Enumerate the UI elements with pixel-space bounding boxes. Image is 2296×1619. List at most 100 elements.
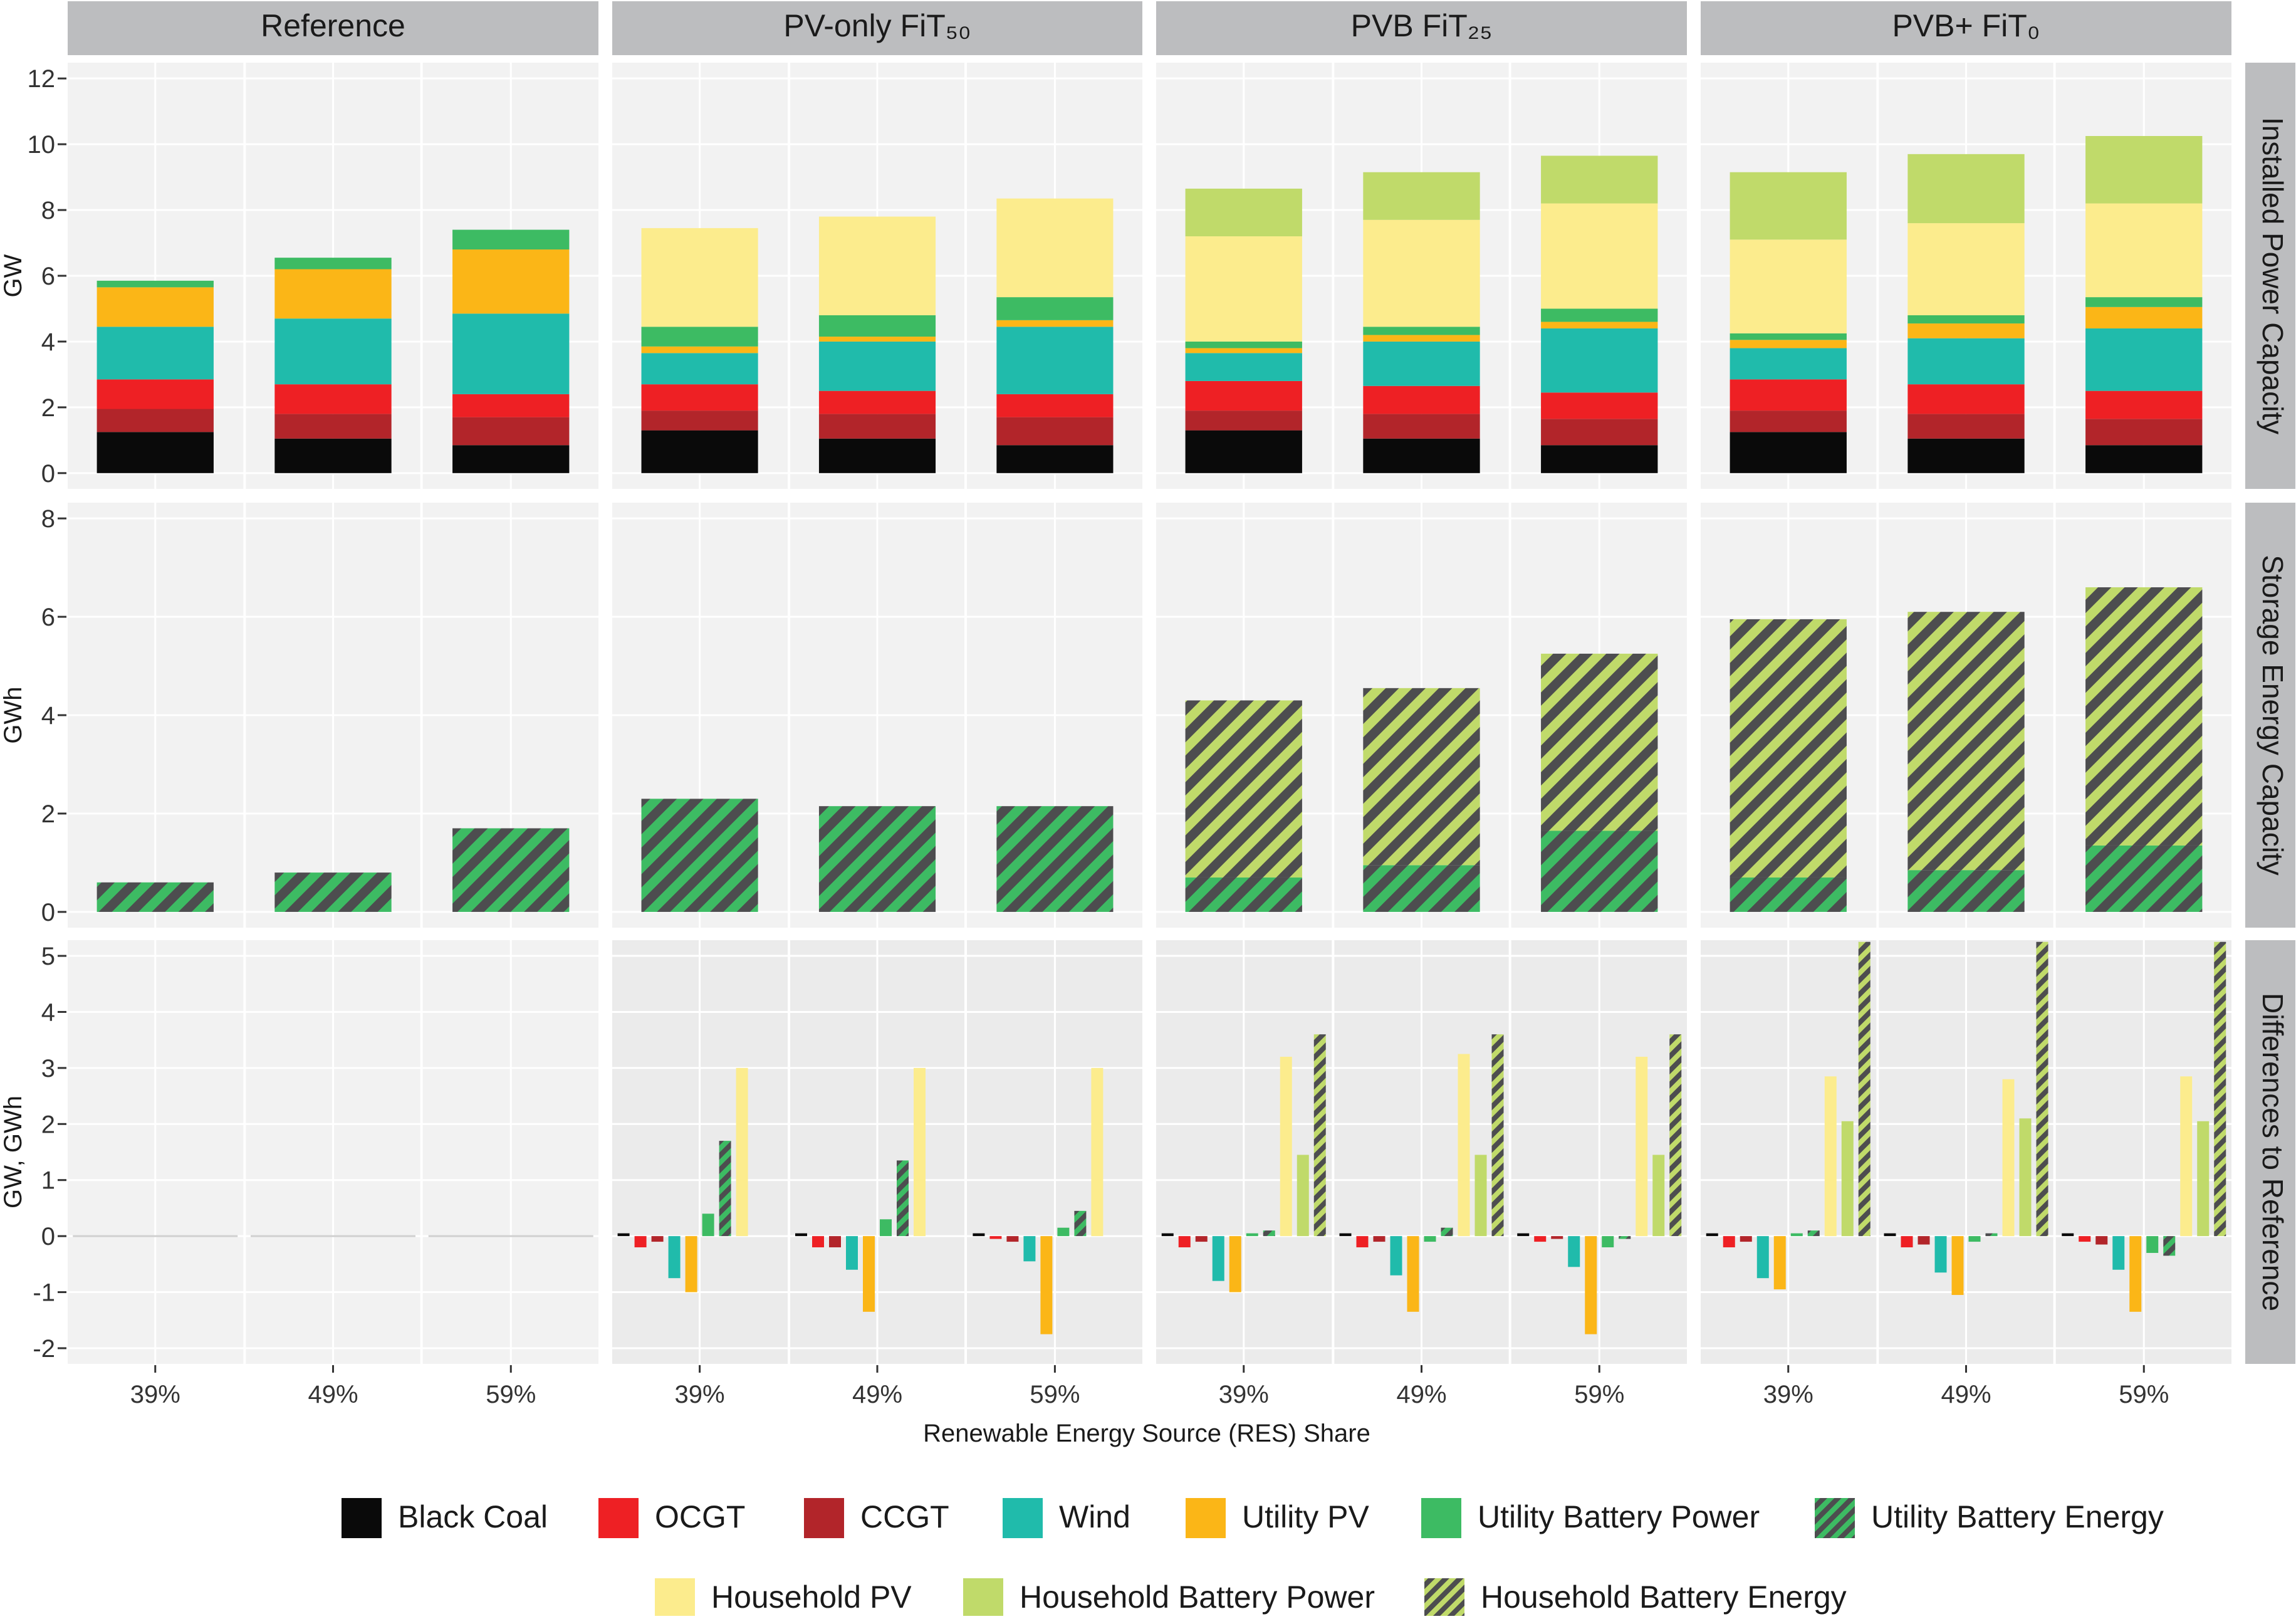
bar-black-coal-59 bbox=[2085, 445, 2203, 473]
bar-black-coal-59 bbox=[996, 445, 1114, 473]
bar-black-coal-39 bbox=[641, 430, 758, 473]
bar-ccgt-39 bbox=[641, 411, 758, 431]
bar-utility-battery-power-39 bbox=[1185, 341, 1302, 348]
legend-label: Household PV bbox=[711, 1580, 912, 1615]
bar-ccgt-49 bbox=[1907, 414, 2025, 439]
bar-ocgt-49 bbox=[1907, 384, 2025, 414]
y-tick-label: 4 bbox=[41, 702, 55, 730]
bar-household-pv-59 bbox=[1541, 203, 1658, 309]
x-tick-label: 49% bbox=[1941, 1381, 1991, 1408]
y-tick-label: 4 bbox=[41, 328, 55, 356]
bar-household-pv-59 bbox=[2085, 203, 2203, 298]
facet-strip bbox=[612, 1, 1142, 55]
diff-bar-household-pv-49 bbox=[2002, 1079, 2015, 1237]
diff-bar-utility-battery-power-49 bbox=[1424, 1236, 1436, 1242]
diff-bar-ccgt-59 bbox=[1551, 1236, 1563, 1239]
legend-label: Utility PV bbox=[1242, 1499, 1369, 1534]
diff-bar-black-coal-39 bbox=[617, 1233, 630, 1237]
diff-bar-ocgt-59 bbox=[2079, 1236, 2091, 1242]
bar-household-battery-energy-59 bbox=[1541, 653, 1658, 831]
diff-bar-household-pv-59 bbox=[2180, 1076, 2193, 1237]
x-tick-label: 39% bbox=[1219, 1381, 1269, 1408]
y-tick-label: 2 bbox=[41, 800, 55, 828]
diff-bar-utility-battery-energy-49 bbox=[897, 1160, 909, 1237]
bar-wind-39 bbox=[641, 353, 758, 385]
bar-household-pv-49 bbox=[1907, 223, 2025, 315]
bar-ccgt-39 bbox=[1730, 411, 1847, 432]
diff-bar-utility-pv-39 bbox=[1773, 1236, 1786, 1290]
bar-utility-pv-49 bbox=[818, 337, 936, 342]
bar-ocgt-59 bbox=[996, 394, 1114, 417]
diff-bar-utility-pv-59 bbox=[2129, 1236, 2142, 1312]
diff-bar-utility-pv-49 bbox=[1407, 1236, 1419, 1312]
legend-item-black-coal: Black Coal bbox=[342, 1498, 548, 1538]
diff-bar-wind-59 bbox=[1568, 1236, 1580, 1267]
diff-bar-wind-49 bbox=[1390, 1236, 1402, 1276]
bar-household-battery-power-49 bbox=[1907, 154, 2025, 224]
diff-bar-ccgt-49 bbox=[1373, 1236, 1385, 1242]
y-tick-label: -2 bbox=[33, 1335, 55, 1363]
legend-swatch bbox=[342, 1498, 382, 1538]
bar-utility-pv-49 bbox=[1907, 323, 2025, 338]
y-axis-label: GW bbox=[0, 254, 27, 297]
bar-household-battery-energy-39 bbox=[1185, 700, 1302, 878]
bar-ocgt-59 bbox=[1541, 392, 1658, 419]
diff-bar-utility-battery-energy-39 bbox=[719, 1141, 731, 1237]
bar-utility-battery-power-49 bbox=[1363, 327, 1480, 335]
diff-bar-household-battery-energy-49 bbox=[2036, 941, 2048, 1237]
bar-wind-59 bbox=[1541, 328, 1658, 393]
diff-bar-household-pv-59 bbox=[1636, 1056, 1648, 1237]
diff-bar-household-battery-power-49 bbox=[2019, 1118, 2032, 1237]
bar-wind-39 bbox=[97, 327, 214, 380]
diff-bar-utility-pv-59 bbox=[1585, 1236, 1597, 1334]
diff-bar-utility-pv-49 bbox=[1951, 1236, 1964, 1296]
diff-bar-ccgt-39 bbox=[651, 1236, 664, 1242]
bar-ccgt-49 bbox=[818, 414, 936, 439]
y-tick-label: 6 bbox=[41, 263, 55, 290]
bar-utility-battery-power-39 bbox=[1730, 333, 1847, 340]
x-tick-label: 59% bbox=[486, 1381, 536, 1408]
diff-bar-household-pv-39 bbox=[1280, 1056, 1292, 1237]
diff-bar-utility-battery-power-39 bbox=[1246, 1233, 1258, 1237]
diff-bar-black-coal-59 bbox=[1517, 1233, 1530, 1237]
facet-strip bbox=[1156, 1, 1687, 55]
diff-bar-ocgt-39 bbox=[1178, 1236, 1191, 1248]
bar-utility-battery-energy-49 bbox=[274, 872, 392, 912]
legend-swatch bbox=[963, 1578, 1003, 1618]
bar-household-pv-39 bbox=[1730, 239, 1847, 333]
legend-label: OCGT bbox=[655, 1499, 745, 1534]
bar-black-coal-59 bbox=[1541, 445, 1658, 473]
bar-wind-59 bbox=[452, 313, 570, 394]
diff-bar-ccgt-49 bbox=[829, 1236, 841, 1248]
diff-bar-utility-battery-power-49 bbox=[1968, 1236, 1981, 1242]
legend-item-utility-pv: Utility PV bbox=[1186, 1498, 1369, 1538]
x-tick-label: 49% bbox=[852, 1381, 902, 1408]
bar-black-coal-49 bbox=[1907, 438, 2025, 473]
bar-utility-pv-59 bbox=[996, 320, 1114, 327]
diff-bar-household-pv-39 bbox=[1824, 1076, 1837, 1237]
diff-bar-household-battery-energy-39 bbox=[1313, 1034, 1326, 1237]
diff-bar-utility-pv-59 bbox=[1040, 1236, 1053, 1334]
legend-swatch bbox=[1421, 1498, 1461, 1538]
bar-utility-battery-energy-59 bbox=[2085, 845, 2203, 912]
y-tick-label: -1 bbox=[33, 1279, 55, 1307]
legend-swatch bbox=[804, 1498, 844, 1538]
facet-title: PVB FiT₂₅ bbox=[1351, 8, 1493, 43]
bar-utility-pv-39 bbox=[97, 287, 214, 327]
bar-utility-pv-59 bbox=[1541, 322, 1658, 328]
bar-utility-battery-power-49 bbox=[1907, 315, 2025, 324]
bar-household-pv-49 bbox=[818, 216, 936, 315]
diff-bar-ccgt-39 bbox=[1740, 1236, 1752, 1242]
diff-bar-wind-39 bbox=[1212, 1236, 1224, 1281]
diff-bar-ocgt-39 bbox=[634, 1236, 647, 1248]
bar-household-battery-energy-59 bbox=[2085, 587, 2203, 846]
row-strip bbox=[2245, 503, 2295, 928]
bar-ccgt-39 bbox=[1185, 411, 1302, 431]
diff-bar-household-battery-energy-59 bbox=[2214, 941, 2226, 1237]
y-tick-label: 8 bbox=[41, 197, 55, 224]
bar-ocgt-49 bbox=[1363, 385, 1480, 414]
facet-strip bbox=[68, 1, 598, 55]
diff-bar-household-battery-power-59 bbox=[1652, 1155, 1665, 1237]
bar-utility-battery-power-39 bbox=[97, 280, 214, 288]
row-strip bbox=[2245, 940, 2295, 1364]
